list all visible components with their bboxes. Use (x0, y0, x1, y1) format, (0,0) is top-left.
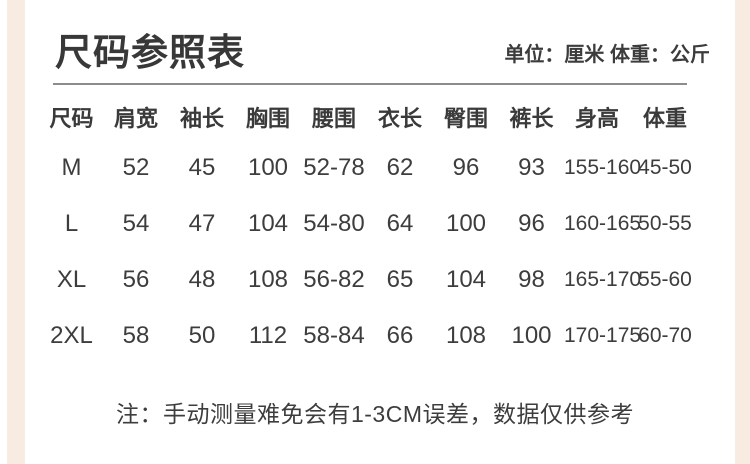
height-cell: 170-175 (564, 324, 642, 347)
table-row-2xl: 2XL 58 50 112 58-84 66 108 100 170-175 6… (40, 308, 700, 364)
hip-cell: 96 (452, 154, 480, 181)
shoulder-cell: 54 (122, 210, 150, 237)
sleeve-cell: 48 (188, 266, 216, 293)
col-header-pants: 裤长 (509, 106, 554, 131)
hip-cell: 108 (445, 322, 487, 349)
weight-cell: 50-55 (638, 212, 692, 235)
waist-cell: 52-78 (303, 154, 365, 181)
waist-cell: 54-80 (303, 210, 365, 237)
pants-cell: 96 (518, 210, 545, 237)
table-header-row: 尺码 肩宽 袖长 胸围 腰围 衣长 臀围 裤长 身高 体重 (40, 94, 700, 140)
size-cell: M (61, 154, 82, 181)
pants-cell: 100 (511, 322, 552, 349)
waist-cell: 56-82 (303, 266, 365, 293)
col-header-size: 尺码 (49, 106, 94, 131)
height-cell: 160-165 (564, 212, 642, 235)
weight-cell: 45-50 (638, 156, 692, 179)
table-row-m: M 52 45 100 52-78 62 96 93 155-160 45-50 (40, 140, 700, 196)
height-cell: 155-160 (564, 156, 642, 179)
sleeve-cell: 47 (188, 210, 216, 237)
col-header-waist: 腰围 (311, 106, 356, 131)
bust-cell: 104 (247, 210, 289, 237)
right-accent-stripe (735, 0, 750, 464)
table-row-l: L 54 47 104 54-80 64 100 96 160-165 50-5… (40, 196, 700, 252)
sleeve-cell: 50 (188, 322, 216, 349)
length-cell: 64 (386, 210, 414, 237)
col-header-weight: 体重 (642, 106, 687, 131)
unit-label: 单位：厘米 体重：公斤 (504, 44, 710, 66)
hip-cell: 100 (445, 210, 487, 237)
bust-cell: 100 (247, 154, 289, 181)
header-divider (53, 83, 687, 85)
pants-cell: 93 (518, 154, 545, 181)
col-header-height: 身高 (574, 106, 619, 131)
col-header-shoulder: 肩宽 (113, 106, 158, 131)
col-header-bust: 胸围 (245, 106, 290, 131)
pants-cell: 98 (518, 266, 545, 293)
page-title: 尺码参照表 (55, 32, 245, 73)
size-cell: XL (56, 266, 87, 293)
weight-cell: 60-70 (638, 324, 692, 347)
col-header-length: 衣长 (377, 106, 422, 131)
shoulder-cell: 58 (122, 322, 150, 349)
size-table: 尺码 肩宽 袖长 胸围 腰围 衣长 臀围 裤长 身高 体重 M 52 45 10… (40, 94, 700, 364)
weight-cell: 55-60 (638, 268, 692, 291)
measurement-disclaimer: 注：手动测量难免会有1-3CM误差，数据仅供参考 (115, 401, 634, 427)
size-cell: L (64, 210, 79, 237)
sleeve-cell: 45 (188, 154, 216, 181)
bust-cell: 112 (248, 322, 288, 349)
table-row-xl: XL 56 48 108 56-82 65 104 98 165-170 55-… (40, 252, 700, 308)
waist-cell: 58-84 (303, 322, 365, 349)
col-header-hip: 臀围 (443, 106, 488, 131)
height-cell: 165-170 (564, 268, 642, 291)
col-header-sleeve: 袖长 (179, 106, 224, 131)
bust-cell: 108 (247, 266, 289, 293)
length-cell: 62 (386, 154, 414, 181)
length-cell: 65 (386, 266, 414, 293)
left-accent-stripe (7, 0, 25, 464)
shoulder-cell: 56 (122, 266, 150, 293)
hip-cell: 104 (445, 266, 487, 293)
length-cell: 66 (386, 322, 414, 349)
size-cell: 2XL (50, 322, 93, 349)
shoulder-cell: 52 (122, 154, 150, 181)
